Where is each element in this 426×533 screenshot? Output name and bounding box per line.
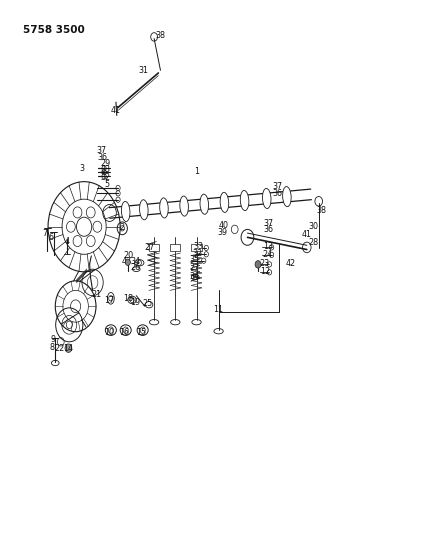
Text: 20: 20 [123, 251, 133, 260]
Text: 41: 41 [301, 230, 311, 239]
Text: 18: 18 [124, 294, 133, 303]
Text: 31: 31 [138, 66, 148, 75]
Text: 40: 40 [219, 221, 229, 230]
Text: 14: 14 [63, 344, 73, 353]
Bar [191, 244, 201, 251]
Text: 13: 13 [262, 243, 272, 252]
Ellipse shape [159, 198, 168, 218]
Text: 37: 37 [271, 182, 282, 191]
Text: 1: 1 [193, 166, 199, 175]
Text: 15: 15 [136, 328, 146, 337]
Bar [170, 244, 180, 251]
Text: 29: 29 [100, 159, 110, 167]
Text: 34: 34 [130, 257, 140, 265]
Circle shape [254, 261, 260, 268]
Text: 37: 37 [263, 219, 273, 228]
Circle shape [65, 344, 72, 352]
Text: 7: 7 [43, 229, 48, 238]
Text: 11: 11 [213, 305, 223, 314]
Text: 38: 38 [155, 31, 165, 41]
Text: 24: 24 [262, 250, 272, 259]
Text: 38: 38 [316, 206, 326, 215]
Ellipse shape [282, 187, 291, 207]
Text: 32: 32 [100, 173, 110, 182]
Text: 43: 43 [121, 257, 131, 265]
Bar [149, 244, 159, 251]
Text: 3: 3 [79, 164, 84, 173]
Text: 12: 12 [259, 268, 269, 276]
Text: 36: 36 [97, 153, 106, 162]
Text: 23: 23 [259, 260, 269, 268]
Text: 33: 33 [193, 243, 203, 252]
Text: 19: 19 [130, 298, 140, 307]
Text: 33: 33 [100, 166, 110, 174]
Text: 6: 6 [49, 233, 54, 242]
Ellipse shape [262, 189, 271, 208]
Text: 37: 37 [97, 147, 107, 156]
Ellipse shape [179, 196, 188, 216]
Text: 2: 2 [119, 223, 124, 232]
Ellipse shape [199, 194, 208, 214]
Text: 30: 30 [308, 222, 317, 231]
Ellipse shape [139, 200, 148, 220]
Text: 35: 35 [189, 255, 199, 264]
Text: 42: 42 [285, 260, 295, 268]
Circle shape [125, 259, 130, 265]
Ellipse shape [121, 201, 130, 222]
Text: 32: 32 [192, 249, 202, 258]
Text: 16: 16 [119, 328, 129, 337]
Text: 10: 10 [104, 328, 114, 337]
Text: 4: 4 [64, 237, 69, 246]
Text: 36: 36 [271, 189, 282, 198]
Text: 21: 21 [92, 289, 102, 298]
Text: 36: 36 [263, 225, 273, 234]
Text: 39: 39 [216, 228, 227, 237]
Ellipse shape [220, 192, 228, 213]
Text: 34: 34 [189, 271, 199, 280]
Text: 5758 3500: 5758 3500 [23, 25, 84, 35]
Text: 26: 26 [130, 263, 140, 272]
Text: 8: 8 [50, 343, 55, 352]
Ellipse shape [240, 190, 248, 211]
Text: 5: 5 [104, 180, 109, 189]
Text: 25: 25 [142, 299, 153, 308]
Text: 9: 9 [50, 335, 55, 344]
Text: 27: 27 [144, 244, 155, 253]
Text: 22: 22 [55, 344, 65, 353]
Text: 41: 41 [111, 106, 121, 115]
Text: 27: 27 [189, 263, 199, 271]
Text: 17: 17 [104, 296, 114, 305]
Text: 28: 28 [308, 238, 317, 247]
